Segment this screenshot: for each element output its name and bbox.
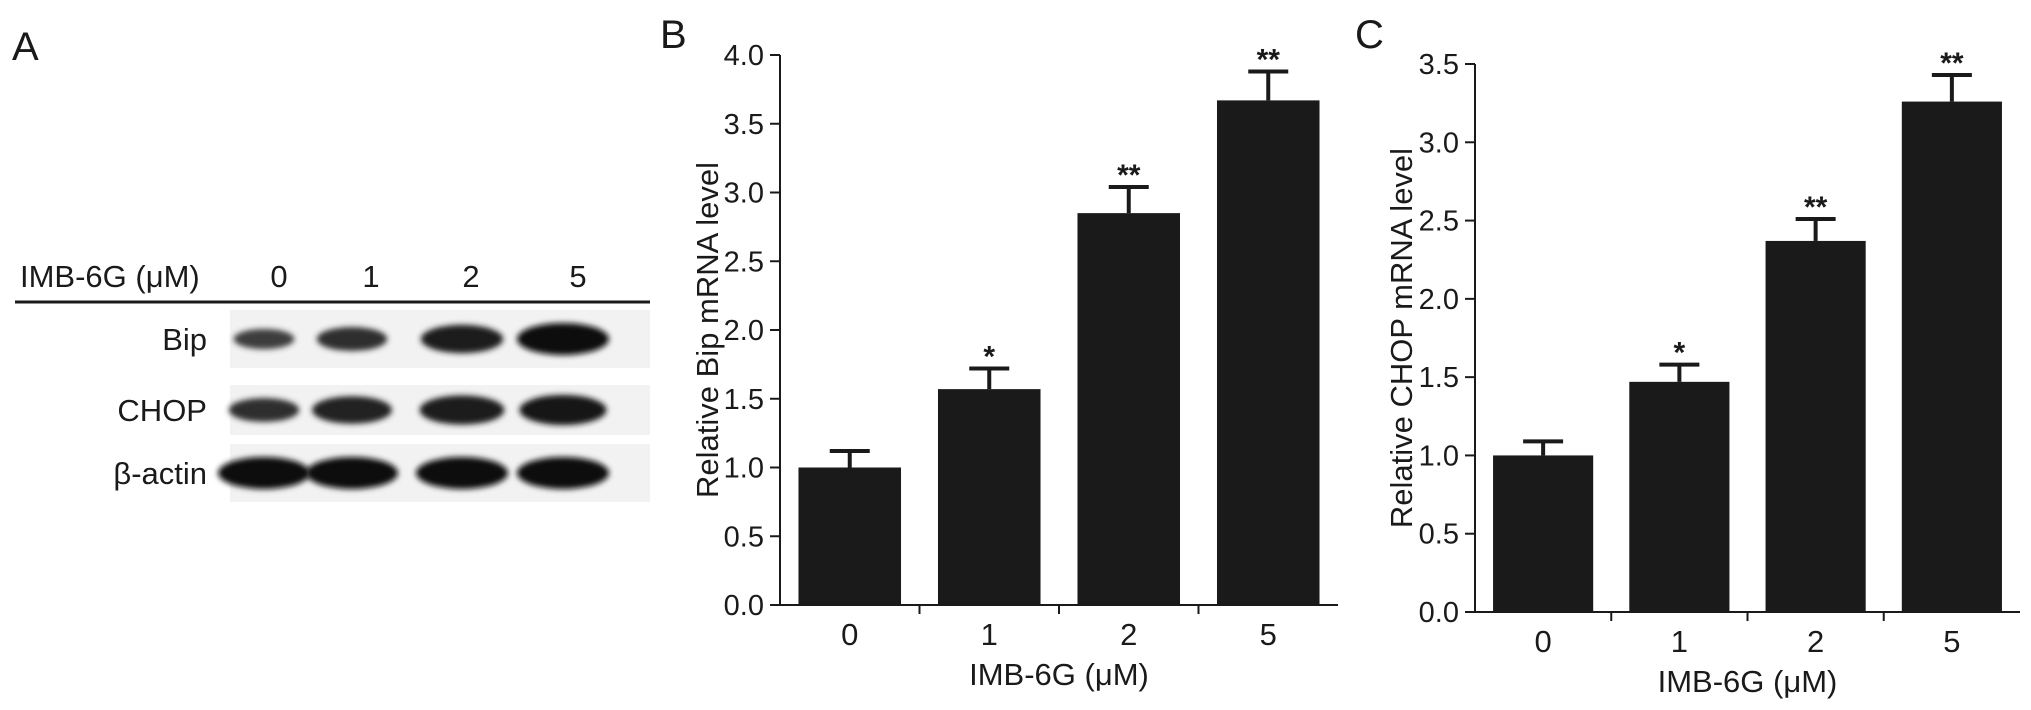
y-tick-label: 1.5 bbox=[724, 384, 764, 416]
blot-band-actin-lane-3 bbox=[517, 457, 609, 489]
bar-5 bbox=[1901, 101, 2002, 612]
blot-band-bip-lane-1 bbox=[316, 327, 388, 351]
bar-0 bbox=[798, 467, 902, 605]
blot-band-bip-lane-3 bbox=[517, 323, 609, 355]
significance-5: ** bbox=[1940, 47, 1964, 80]
significance-1: * bbox=[983, 341, 995, 374]
panel-a-letter: A bbox=[12, 25, 39, 69]
bar-0 bbox=[1493, 455, 1594, 612]
y-tick-label: 1.5 bbox=[1419, 362, 1459, 394]
panel-b-bip-chart: B 0.0 0.5 1.0 1.5 2.0 2.5 3.0 3.5 4.0 0 * 1 ** 2 ** 5 IM… bbox=[660, 13, 1338, 692]
y-axis-title: Relative Bip mRNA level bbox=[690, 162, 725, 498]
x-tick-label-1: 1 bbox=[981, 617, 998, 652]
blot-rows: Bip CHOP β-actin bbox=[113, 310, 650, 502]
x-tick-label-2: 2 bbox=[1120, 617, 1137, 652]
y-tick-label: 2.5 bbox=[724, 246, 764, 278]
panel-c-chop-chart: C 0.0 0.5 1.0 1.5 2.0 2.5 3.0 3.5 0 * 1 ** 2 ** 5 IMB-6… bbox=[1355, 13, 2020, 699]
y-axis-title: Relative CHOP mRNA level bbox=[1384, 148, 1419, 528]
x-tick-label-2: 2 bbox=[1807, 624, 1824, 659]
panel-b-letter: B bbox=[660, 13, 687, 57]
blot-band-bip-lane-2 bbox=[420, 324, 504, 354]
bar-2 bbox=[1077, 213, 1181, 605]
y-tick-label: 2.5 bbox=[1419, 206, 1459, 238]
bar-2 bbox=[1765, 240, 1866, 612]
significance-2: ** bbox=[1117, 159, 1141, 192]
x-tick-label-0: 0 bbox=[841, 617, 858, 652]
blot-band-chop-lane-1 bbox=[312, 396, 392, 424]
blot-row-label: CHOP bbox=[117, 393, 207, 428]
blot-row-chop: CHOP bbox=[117, 385, 650, 435]
y-tick-label: 3.5 bbox=[1419, 49, 1459, 81]
blot-band-actin-lane-0 bbox=[218, 457, 310, 489]
panel-a-western-blot: A IMB-6G (μM) 0 1 2 5 Bip CHOP β-actin bbox=[12, 25, 650, 502]
y-tick-label: 0.0 bbox=[1419, 597, 1459, 629]
blot-band-chop-lane-3 bbox=[519, 394, 607, 426]
y-tick-label: 2.0 bbox=[1419, 284, 1459, 316]
y-tick-label: 1.0 bbox=[1419, 440, 1459, 472]
bar-1 bbox=[937, 389, 1041, 605]
blot-row-label: β-actin bbox=[113, 456, 207, 491]
dose-label-3: 5 bbox=[569, 259, 586, 294]
bar-1 bbox=[1629, 381, 1730, 612]
y-tick-label: 4.0 bbox=[724, 40, 764, 72]
y-tick-label: 2.0 bbox=[724, 315, 764, 347]
blot-row-label: Bip bbox=[162, 322, 207, 357]
y-tick-label: 0.5 bbox=[724, 521, 764, 553]
dose-label-0: 0 bbox=[270, 259, 287, 294]
dose-label-1: 1 bbox=[362, 259, 379, 294]
dose-label-2: 2 bbox=[462, 259, 479, 294]
y-tick-label: 0.0 bbox=[724, 590, 764, 622]
y-tick-label: 1.0 bbox=[724, 453, 764, 485]
x-tick-label-5: 5 bbox=[1260, 617, 1277, 652]
x-tick-label-1: 1 bbox=[1671, 624, 1688, 659]
y-tick-label: 3.0 bbox=[1419, 127, 1459, 159]
treatment-label: IMB-6G (μM) bbox=[20, 259, 200, 294]
significance-5: ** bbox=[1257, 44, 1281, 77]
x-tick-label-5: 5 bbox=[1943, 624, 1960, 659]
significance-1: * bbox=[1674, 337, 1686, 370]
blot-band-chop-lane-2 bbox=[419, 395, 505, 425]
blot-row-bip: Bip bbox=[162, 310, 650, 368]
y-tick-label: 0.5 bbox=[1419, 519, 1459, 551]
bar-5 bbox=[1216, 100, 1320, 605]
y-tick-label: 3.0 bbox=[724, 178, 764, 210]
panel-c-letter: C bbox=[1355, 13, 1384, 57]
blot-band-actin-lane-1 bbox=[306, 457, 398, 489]
blot-row-actin: β-actin bbox=[113, 444, 650, 502]
significance-2: ** bbox=[1804, 191, 1828, 224]
x-axis-title: IMB-6G (μM) bbox=[969, 657, 1149, 692]
blot-band-actin-lane-2 bbox=[416, 457, 508, 489]
x-tick-label-0: 0 bbox=[1535, 624, 1552, 659]
x-axis-title: IMB-6G (μM) bbox=[1658, 664, 1838, 699]
blot-band-bip-lane-0 bbox=[233, 328, 295, 350]
blot-band-chop-lane-0 bbox=[228, 398, 300, 422]
y-tick-label: 3.5 bbox=[724, 109, 764, 141]
